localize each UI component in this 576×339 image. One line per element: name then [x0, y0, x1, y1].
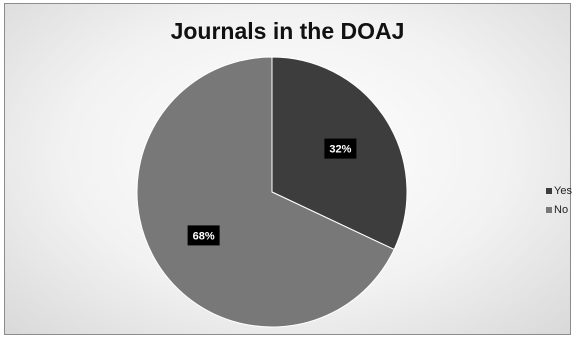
legend: Yes No — [546, 181, 572, 219]
data-label-no: 68% — [187, 225, 220, 246]
legend-item-yes: Yes — [546, 181, 572, 200]
pie-slice-no — [136, 56, 395, 328]
legend-swatch-no — [546, 206, 552, 213]
legend-swatch-yes — [546, 187, 552, 194]
chart-title: Journals in the DOAJ — [170, 18, 405, 44]
legend-label-yes: Yes — [554, 184, 572, 197]
data-label-text: 32% — [329, 144, 351, 156]
data-label-box — [187, 225, 220, 246]
legend-label-no: No — [554, 203, 569, 216]
chart-area: Journals in the DOAJ 32% 68% Yes No — [4, 3, 572, 335]
data-label-yes: 32% — [324, 138, 357, 159]
data-label-text: 68% — [193, 230, 215, 242]
data-label-box — [324, 138, 357, 159]
legend-item-no: No — [546, 200, 572, 219]
pie-chart: 32% 68% — [136, 56, 408, 328]
